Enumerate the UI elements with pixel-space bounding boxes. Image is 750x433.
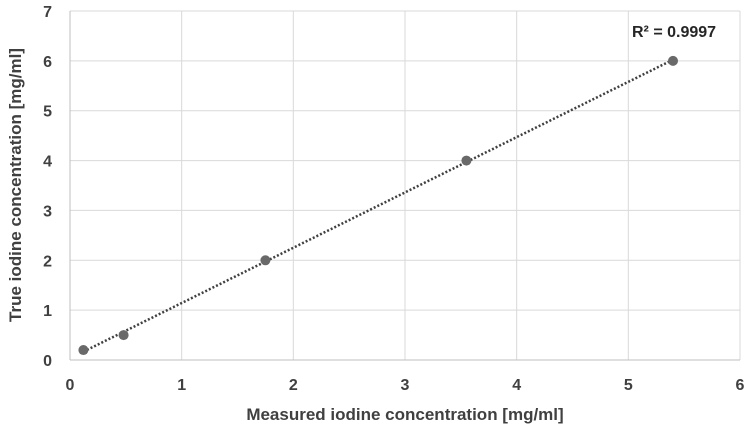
trendline [82, 58, 674, 353]
y-tick-label: 1 [43, 303, 52, 320]
trendline-layer [82, 58, 674, 353]
y-tick-label: 7 [43, 4, 52, 21]
x-tick-label: 2 [289, 377, 298, 394]
x-axis-title: Measured iodine concentration [mg/ml] [246, 405, 563, 424]
data-point [668, 55, 678, 66]
gridlines [70, 10, 741, 360]
data-point [78, 345, 89, 356]
y-tick-label: 4 [43, 154, 52, 171]
y-axis-title: True iodine concentration [mg/ml] [6, 48, 25, 322]
x-tick-label: 5 [624, 377, 633, 394]
x-tick-label: 4 [512, 377, 521, 394]
data-points [78, 55, 678, 356]
y-tick-label: 3 [43, 203, 52, 220]
y-tick-label: 6 [43, 54, 52, 71]
r-squared-annotation: R² = 0.9997 [632, 24, 716, 41]
x-tick-label: 0 [66, 377, 75, 394]
y-tick-label: 0 [43, 353, 52, 370]
x-tick-label: 3 [401, 377, 410, 394]
data-point [461, 155, 472, 166]
y-tick-label: 5 [43, 104, 52, 121]
axes [69, 11, 740, 361]
data-point [260, 255, 271, 266]
data-point [118, 330, 129, 341]
x-tick-label: 6 [736, 377, 745, 394]
x-tick-label: 1 [177, 377, 186, 394]
y-tick-label: 2 [43, 253, 52, 270]
tick-labels: 0 1 2 3 4 5 6 7 0 1 2 3 4 5 6 [43, 4, 744, 394]
